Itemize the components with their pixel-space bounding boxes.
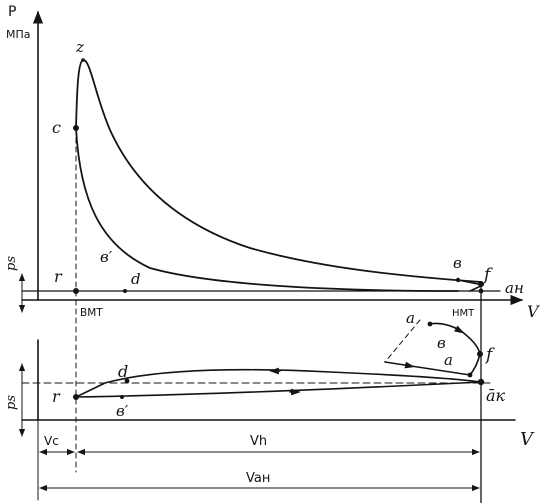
label-a-k-bottom: āк xyxy=(486,386,506,405)
expansion-curve xyxy=(75,59,482,283)
label-v-axis-bottom: V xyxy=(520,429,535,450)
point-b-prime-bottom xyxy=(120,395,124,399)
label-a-inset: a xyxy=(406,309,415,327)
inset-dashed-connector xyxy=(384,319,421,363)
label-b-inset: в xyxy=(437,334,446,352)
exhaust-curve-bottom xyxy=(75,368,482,398)
label-b-prime-bottom: в′ xyxy=(116,402,129,420)
point-b-top xyxy=(455,277,461,283)
inset-point-a xyxy=(467,372,473,378)
label-f-inset: f xyxy=(484,345,495,365)
label-nmt: НМТ xyxy=(452,308,475,319)
point-z xyxy=(81,58,85,62)
label-f-top: f xyxy=(482,265,493,285)
p-axis-label: P xyxy=(8,4,16,20)
p-unit-label: МПа xyxy=(6,28,31,41)
label-vc: Vc xyxy=(44,434,59,448)
compression-curve xyxy=(75,127,459,292)
point-c xyxy=(73,125,79,131)
label-vmt: ВМТ xyxy=(80,307,103,319)
label-vh: Vh xyxy=(250,434,267,449)
inset-arrow-1 xyxy=(454,325,465,334)
label-a-n-top: aн xyxy=(505,279,524,297)
point-a-bottom xyxy=(477,378,485,386)
label-d-top: d xyxy=(131,270,141,288)
point-a-top xyxy=(478,288,484,294)
label-ps-top: ps xyxy=(4,256,19,271)
point-r-bottom xyxy=(73,394,79,400)
label-c: c xyxy=(52,118,61,137)
inset-point-b xyxy=(427,321,433,327)
point-r-top xyxy=(73,288,79,294)
label-r-bottom: r xyxy=(52,387,61,406)
intake-line-bottom xyxy=(75,381,482,398)
inset-arrow-2 xyxy=(404,361,415,369)
point-d-bottom xyxy=(124,378,130,384)
label-b-top: в xyxy=(453,254,462,272)
point-d-top xyxy=(123,289,127,293)
label-v-axis-top: V xyxy=(527,302,540,321)
inset-loop xyxy=(384,322,481,376)
label-r-top: r xyxy=(54,267,63,286)
label-b-prime-top: в′ xyxy=(100,248,113,266)
inset-point-f xyxy=(477,351,483,357)
label-ps-bottom: ps xyxy=(4,395,19,410)
label-d-bottom: d xyxy=(118,362,128,381)
label-van: Vaн xyxy=(246,471,270,486)
label-z: z xyxy=(75,38,84,56)
label-a-inset2: a xyxy=(444,351,453,369)
point-f-top xyxy=(478,281,484,287)
